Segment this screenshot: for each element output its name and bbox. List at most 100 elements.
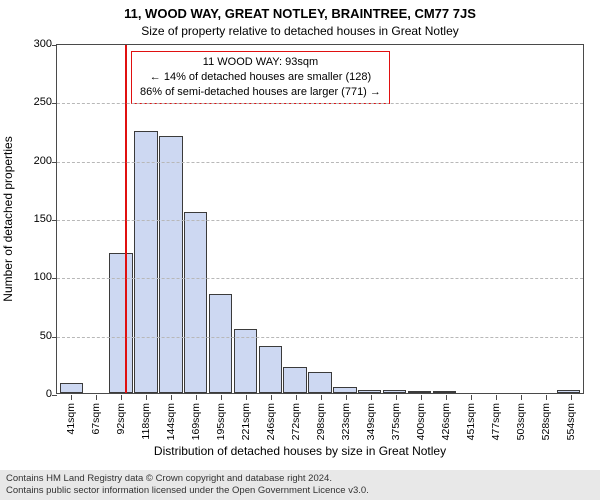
bar-slot: [84, 45, 109, 393]
histogram-bar: [109, 253, 132, 393]
bar-slot: [457, 45, 482, 393]
xtick-label: 400sqm: [415, 403, 427, 440]
xtick-mark: [446, 395, 447, 400]
ytick-label: 150: [12, 213, 52, 225]
x-axis-label: Distribution of detached houses by size …: [0, 444, 600, 458]
property-size-chart: 11, WOOD WAY, GREAT NOTLEY, BRAINTREE, C…: [0, 0, 600, 472]
xtick-mark: [421, 395, 422, 400]
xtick-mark: [471, 395, 472, 400]
annotation-line-1: 11 WOOD WAY: 93sqm: [140, 55, 381, 70]
xtick-mark: [146, 395, 147, 400]
gridline: [57, 103, 583, 104]
xtick-mark: [96, 395, 97, 400]
xtick-mark: [196, 395, 197, 400]
xtick-label: 195sqm: [215, 403, 227, 440]
xtick-mark: [296, 395, 297, 400]
plot-area: 11 WOOD WAY: 93sqm ← 14% of detached hou…: [56, 44, 584, 394]
gridline: [57, 162, 583, 163]
xtick-mark: [396, 395, 397, 400]
histogram-bar: [209, 294, 232, 393]
histogram-bar: [60, 383, 83, 394]
xtick-mark: [246, 395, 247, 400]
xtick-mark: [496, 395, 497, 400]
xtick-label: 118sqm: [140, 403, 152, 440]
xtick-label: 477sqm: [490, 403, 502, 440]
histogram-bar: [433, 391, 456, 393]
xtick-label: 323sqm: [340, 403, 352, 440]
histogram-bar: [383, 390, 406, 394]
xtick-label: 554sqm: [565, 403, 577, 440]
xtick-mark: [346, 395, 347, 400]
chart-title-sub: Size of property relative to detached ho…: [0, 24, 600, 38]
xtick-mark: [546, 395, 547, 400]
annotation-line-2: ← 14% of detached houses are smaller (12…: [140, 70, 381, 85]
xtick-label: 503sqm: [515, 403, 527, 440]
histogram-bar: [358, 390, 381, 394]
xtick-label: 169sqm: [190, 403, 202, 440]
bar-slot: [556, 45, 581, 393]
bar-slot: [531, 45, 556, 393]
xtick-label: 528sqm: [540, 403, 552, 440]
xtick-label: 144sqm: [165, 403, 177, 440]
xtick-mark: [571, 395, 572, 400]
xtick-mark: [271, 395, 272, 400]
histogram-bar: [557, 390, 580, 394]
footer-attribution: Contains HM Land Registry data © Crown c…: [0, 470, 600, 500]
xtick-label: 67sqm: [90, 403, 102, 435]
xtick-label: 298sqm: [315, 403, 327, 440]
ytick-mark: [52, 45, 57, 46]
xtick-label: 221sqm: [240, 403, 252, 440]
ytick-label: 50: [12, 330, 52, 342]
bar-slot: [482, 45, 507, 393]
histogram-bar: [184, 212, 207, 393]
xtick-mark: [171, 395, 172, 400]
histogram-bar: [308, 372, 331, 393]
xtick-label: 375sqm: [390, 403, 402, 440]
chart-title-main: 11, WOOD WAY, GREAT NOTLEY, BRAINTREE, C…: [0, 6, 600, 21]
footer-line-1: Contains HM Land Registry data © Crown c…: [6, 473, 594, 485]
ytick-label: 300: [12, 38, 52, 50]
xtick-mark: [71, 395, 72, 400]
xtick-label: 451sqm: [465, 403, 477, 440]
xtick-mark: [221, 395, 222, 400]
ytick-mark: [52, 103, 57, 104]
subject-marker-line: [125, 45, 127, 393]
histogram-bar: [134, 131, 157, 394]
xtick-mark: [321, 395, 322, 400]
xtick-label: 349sqm: [365, 403, 377, 440]
xtick-mark: [371, 395, 372, 400]
histogram-bar: [333, 387, 356, 393]
gridline: [57, 220, 583, 221]
histogram-bar: [234, 329, 257, 393]
ytick-mark: [52, 162, 57, 163]
ytick-mark: [52, 395, 57, 396]
ytick-label: 250: [12, 96, 52, 108]
annotation-line-3: 86% of semi-detached houses are larger (…: [140, 85, 381, 100]
ytick-label: 0: [12, 388, 52, 400]
ytick-label: 200: [12, 155, 52, 167]
gridline: [57, 278, 583, 279]
gridline: [57, 337, 583, 338]
xtick-label: 246sqm: [265, 403, 277, 440]
histogram-bar: [259, 346, 282, 393]
xtick-mark: [521, 395, 522, 400]
xtick-mark: [121, 395, 122, 400]
ytick-mark: [52, 278, 57, 279]
bar-slot: [109, 45, 134, 393]
histogram-bar: [283, 367, 306, 393]
xtick-label: 92sqm: [115, 403, 127, 435]
ytick-label: 100: [12, 271, 52, 283]
xtick-label: 41sqm: [65, 403, 77, 435]
ytick-mark: [52, 220, 57, 221]
bar-slot: [407, 45, 432, 393]
annotation-box: 11 WOOD WAY: 93sqm ← 14% of detached hou…: [131, 51, 390, 104]
histogram-bar: [159, 136, 182, 393]
footer-line-2: Contains public sector information licen…: [6, 485, 594, 497]
xtick-label: 426sqm: [440, 403, 452, 440]
histogram-bar: [408, 391, 431, 393]
bar-slot: [506, 45, 531, 393]
bar-slot: [432, 45, 457, 393]
bar-slot: [59, 45, 84, 393]
xtick-label: 272sqm: [290, 403, 302, 440]
ytick-mark: [52, 337, 57, 338]
